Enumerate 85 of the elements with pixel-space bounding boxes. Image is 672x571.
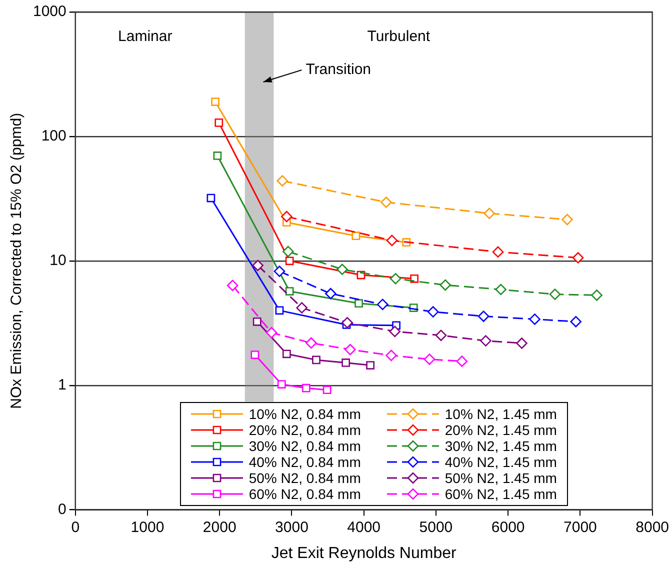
point xyxy=(386,234,398,246)
legend-label: 60% N2, 0.84 mm xyxy=(248,486,361,502)
point xyxy=(276,175,288,186)
point xyxy=(389,326,401,338)
x-tick-label: 0 xyxy=(71,518,80,536)
legend-label: 20% N2, 0.84 mm xyxy=(248,422,361,438)
legend-label: 50% N2, 1.45 mm xyxy=(444,470,557,486)
point xyxy=(306,337,317,349)
point xyxy=(352,232,360,240)
point xyxy=(336,264,348,276)
point xyxy=(516,338,528,349)
point xyxy=(206,194,216,202)
x-tick-label: 3000 xyxy=(275,518,308,536)
point xyxy=(252,317,262,326)
point xyxy=(213,152,222,160)
legend-label: 40% N2, 1.45 mm xyxy=(444,454,557,470)
x-tick-label: 5000 xyxy=(419,518,453,536)
point xyxy=(250,350,260,359)
point xyxy=(211,98,220,106)
point xyxy=(312,356,320,364)
x-tick-label: 1000 xyxy=(130,518,164,536)
point xyxy=(282,246,294,258)
y-tick-label: 1000 xyxy=(32,3,66,20)
y-tick-label: 0 xyxy=(58,500,66,518)
point xyxy=(390,273,402,284)
x-tick-label: 6000 xyxy=(491,518,525,536)
legend-label: 10% N2, 1.45 mm xyxy=(444,406,557,422)
point xyxy=(591,290,602,301)
point xyxy=(281,210,292,222)
legend-label: 60% N2, 1.45 mm xyxy=(444,486,557,502)
point xyxy=(354,299,363,308)
point xyxy=(282,350,291,358)
x-tick-label: 8000 xyxy=(636,518,670,536)
point xyxy=(266,327,278,338)
point xyxy=(484,208,495,220)
band-label: Transition xyxy=(306,61,372,78)
point xyxy=(376,298,388,310)
point xyxy=(495,284,507,296)
point xyxy=(344,344,356,356)
point xyxy=(366,361,375,370)
annotation: Turbulent xyxy=(367,28,431,46)
point xyxy=(562,214,573,226)
legend-label: 10% N2, 0.84 mm xyxy=(248,406,361,422)
point xyxy=(386,350,397,362)
legend-label: 20% N2, 1.45 mm xyxy=(444,422,557,438)
point xyxy=(275,306,284,315)
annotation: Laminar xyxy=(118,28,172,46)
point xyxy=(380,196,392,208)
point xyxy=(285,256,294,266)
x-tick-label: 2000 xyxy=(202,518,236,536)
point xyxy=(435,330,447,342)
point xyxy=(325,288,336,300)
legend-label: 30% N2, 1.45 mm xyxy=(444,438,557,454)
legend-label: 30% N2, 0.84 mm xyxy=(248,438,361,454)
point xyxy=(572,252,584,264)
point xyxy=(277,380,286,388)
point xyxy=(214,118,224,127)
point xyxy=(285,287,294,296)
point xyxy=(424,354,436,365)
y-axis-title: NOx Emission, Corrected to 15% O2 (ppmd) xyxy=(8,112,26,409)
y-tick-label: 100 xyxy=(41,128,66,145)
y-tick-label: 10 xyxy=(50,252,66,270)
point xyxy=(478,310,490,322)
point xyxy=(252,260,264,272)
point xyxy=(274,266,286,277)
y-tick-label: 1 xyxy=(58,376,66,394)
legend-label: 50% N2, 0.84 mm xyxy=(248,470,361,486)
point xyxy=(456,356,468,367)
point xyxy=(322,386,332,394)
point xyxy=(480,335,492,346)
point xyxy=(342,358,350,367)
point xyxy=(549,288,561,300)
legend-label: 40% N2, 0.84 mm xyxy=(248,454,361,470)
point xyxy=(529,314,540,325)
x-tick-label: 4000 xyxy=(347,518,381,536)
x-tick-label: 7000 xyxy=(564,518,597,536)
point xyxy=(302,384,310,392)
point xyxy=(570,316,582,328)
point xyxy=(440,279,451,291)
point xyxy=(226,280,238,292)
point xyxy=(342,317,353,328)
x-axis-title: Jet Exit Reynolds Number xyxy=(271,544,457,562)
point xyxy=(427,306,439,318)
point xyxy=(296,302,308,314)
point xyxy=(492,246,504,258)
